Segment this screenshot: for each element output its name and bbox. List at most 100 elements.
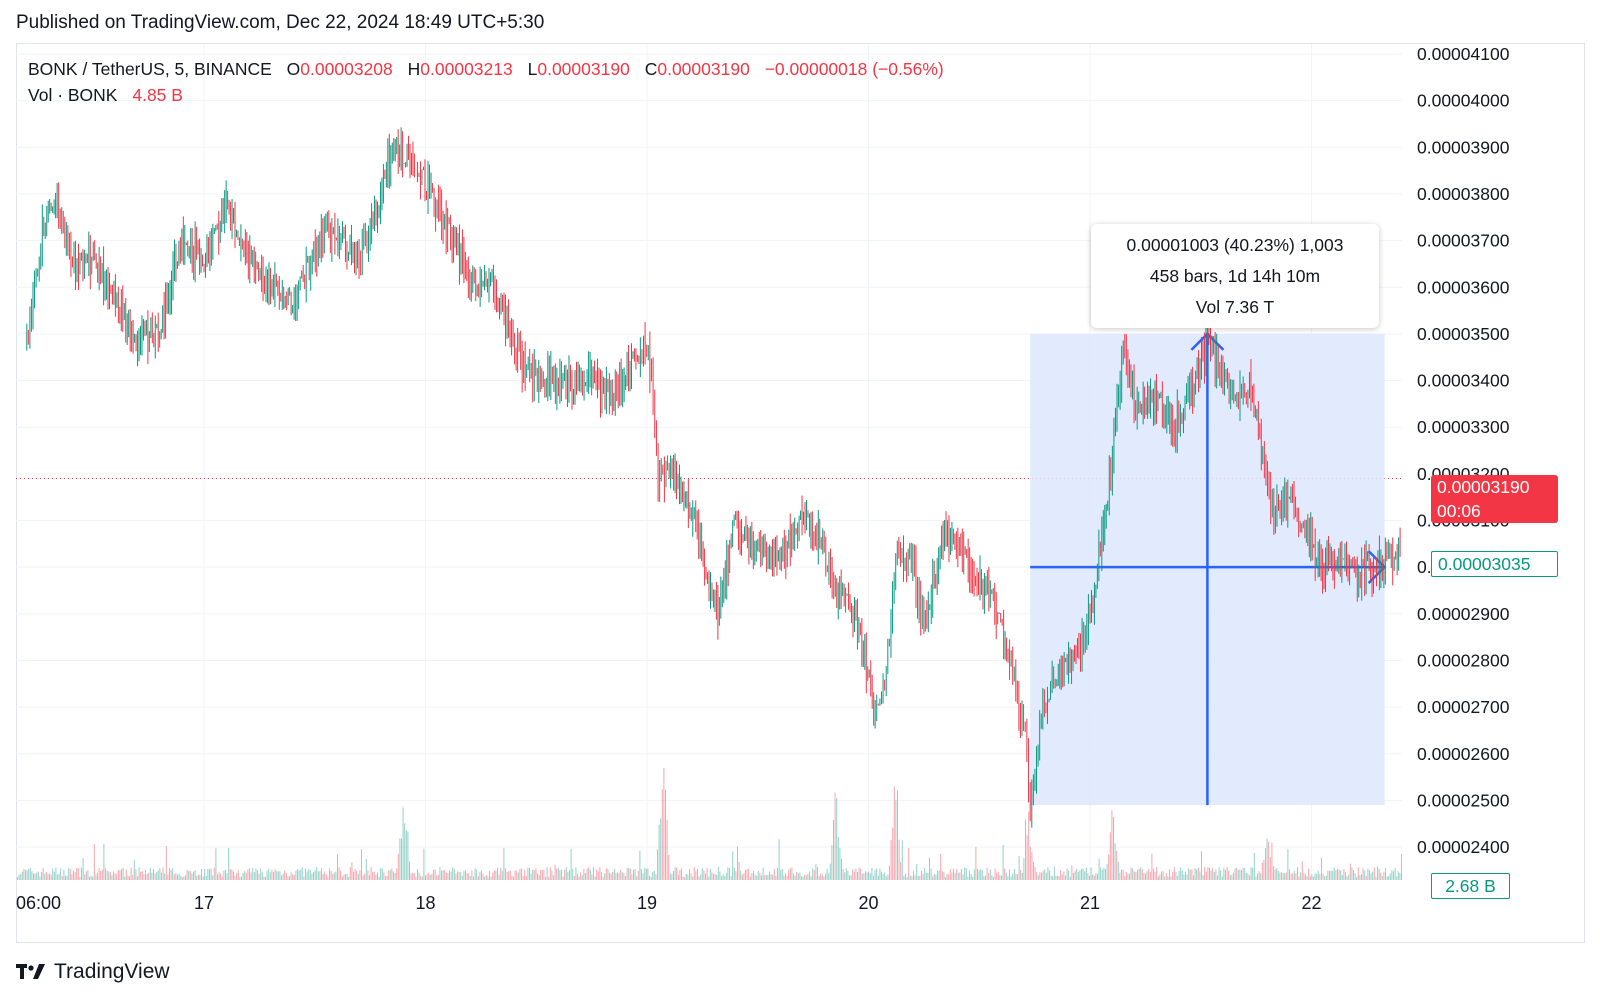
volume-bar: [349, 867, 351, 880]
volume-bar: [677, 874, 679, 880]
volume-bar: [233, 871, 234, 880]
volume-bar: [151, 872, 153, 880]
volume-bar: [1129, 873, 1130, 880]
volume-bar: [562, 876, 564, 880]
volume-bar: [1100, 867, 1102, 880]
volume-bar: [653, 870, 655, 880]
volume-bar: [1138, 868, 1140, 880]
volume-bar: [497, 867, 498, 880]
volume-bar: [684, 876, 686, 880]
volume-bar: [337, 854, 338, 880]
volume-bar: [724, 875, 726, 880]
volume-bar: [956, 869, 958, 880]
volume-bar: [354, 869, 356, 880]
volume-bar: [1018, 856, 1020, 880]
symbol-title[interactable]: BONK / TetherUS, 5, BINANCE: [28, 59, 272, 79]
volume-bar: [193, 871, 194, 880]
volume-bar: [666, 819, 668, 880]
volume-bar: [69, 869, 71, 880]
volume-bar: [146, 873, 148, 880]
volume-bar: [101, 869, 103, 880]
volume-bar: [65, 875, 66, 880]
volume-bar: [930, 868, 932, 880]
volume-bar: [431, 874, 433, 880]
volume-bar: [668, 854, 670, 880]
y-tick-label: 0.00003300: [1417, 417, 1510, 437]
volume-bar: [521, 868, 522, 880]
volume-bar: [1354, 873, 1356, 880]
volume-bar: [529, 867, 530, 880]
volume-bar: [781, 868, 783, 880]
volume-bar: [687, 874, 689, 880]
volume-bar: [535, 868, 537, 880]
volume-bar: [895, 800, 897, 880]
volume-bar: [527, 867, 529, 880]
volume-bar: [631, 874, 633, 880]
volume-bar: [90, 875, 92, 880]
volume-bar: [1284, 872, 1286, 880]
volume-bar: [1322, 873, 1324, 880]
volume-bar: [748, 868, 750, 880]
y-tick-label: 0.00002900: [1417, 604, 1510, 624]
volume-bar: [234, 875, 236, 880]
volume-bar: [1297, 867, 1298, 880]
volume-bar: [564, 869, 566, 880]
volume-bar: [1338, 869, 1340, 880]
volume-bar: [591, 874, 593, 880]
volume-bar: [953, 868, 954, 880]
volume-bar: [473, 876, 474, 880]
volume-bar: [980, 869, 982, 880]
volume-bar: [1349, 863, 1351, 880]
volume-bar: [1130, 867, 1132, 880]
volume-bar: [1274, 869, 1276, 880]
volume-bar: [1141, 869, 1143, 880]
volume-bar: [965, 868, 967, 880]
volume-bar: [740, 870, 742, 880]
volume-bar: [1380, 872, 1382, 880]
volume-bar: [829, 863, 831, 880]
volume-bar: [1021, 872, 1023, 880]
volume-bar: [1276, 867, 1278, 880]
volume-bar: [1239, 869, 1241, 880]
volume-bar: [972, 876, 974, 880]
volume-bar: [556, 868, 558, 880]
volume-bar: [929, 857, 930, 880]
volume-bar: [1345, 871, 1346, 880]
volume-bar: [252, 868, 254, 880]
volume-bar: [103, 844, 105, 880]
y-tick-label: 0.00002700: [1417, 697, 1510, 717]
volume-bar: [167, 874, 169, 880]
volume-bar: [985, 875, 986, 880]
volume-bar: [1028, 811, 1030, 880]
volume-value: 4.85 B: [132, 85, 183, 105]
volume-bar: [498, 874, 500, 880]
volume-bar: [796, 872, 798, 880]
volume-bar: [329, 868, 330, 880]
volume-bar: [791, 867, 793, 880]
volume-bar: [612, 872, 614, 880]
volume-bar: [615, 872, 617, 880]
volume-bar: [794, 875, 796, 880]
volume-bar: [1186, 874, 1188, 880]
volume-label[interactable]: Vol · BONK: [28, 85, 118, 105]
volume-bar: [292, 874, 294, 880]
volume-bar: [698, 876, 700, 880]
volume-bar: [866, 872, 868, 880]
tradingview-brand[interactable]: TradingView: [16, 960, 170, 984]
volume-bar: [1007, 876, 1009, 880]
volume-bar: [625, 875, 626, 880]
volume-bar: [1031, 852, 1033, 880]
volume-bar: [1098, 858, 1100, 880]
volume-bar: [941, 870, 943, 880]
volume-bar: [295, 870, 297, 880]
volume-bar: [389, 869, 391, 880]
volume-bar: [413, 873, 415, 880]
volume-bar: [1074, 870, 1076, 880]
volume-bar: [716, 875, 718, 880]
y-tick-label: 0.00003400: [1417, 371, 1510, 391]
volume-bar: [1242, 868, 1244, 880]
volume-bar: [793, 873, 794, 880]
volume-bar: [1125, 871, 1127, 880]
volume-bar: [770, 873, 772, 880]
